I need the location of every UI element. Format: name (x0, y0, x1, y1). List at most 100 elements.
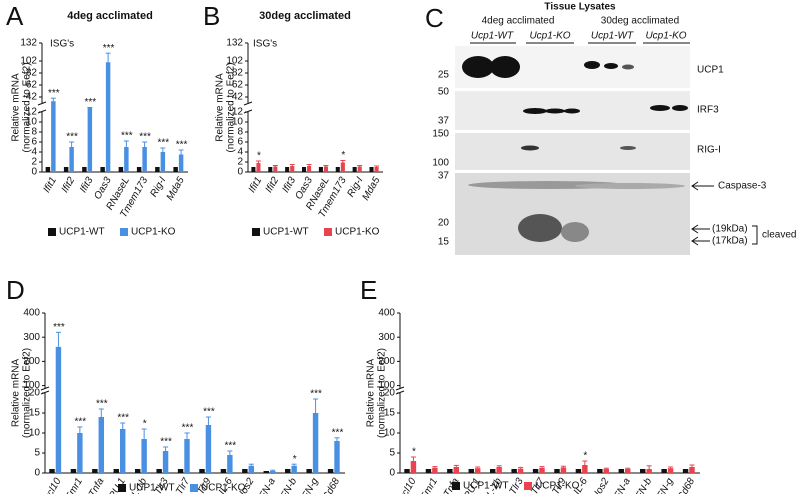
panel-letter: D (6, 275, 25, 305)
bar (302, 167, 307, 172)
x-tick-label: Cd68 (321, 476, 343, 494)
y-tick-label: 2 (31, 157, 37, 168)
lane-label: Ucp1-KO (645, 31, 686, 42)
bar (178, 154, 184, 172)
x-tick-label: Mda5 (165, 175, 187, 203)
mw-label: 37 (438, 116, 450, 127)
bar (70, 469, 77, 473)
legend-swatch (118, 484, 126, 492)
y-tick-label: 132 (20, 38, 37, 49)
group-label: 4deg acclimated (482, 16, 555, 27)
band-label: UCP1 (697, 65, 724, 76)
significance: *** (75, 417, 87, 428)
bar (242, 469, 248, 473)
significance: *** (310, 389, 322, 400)
bar (340, 162, 345, 172)
x-tick-label: Nos2 (590, 476, 611, 494)
bar (374, 167, 379, 172)
legend-label: UCP1-WT (59, 227, 105, 238)
x-tick-label: IFN-a (611, 476, 633, 494)
bar (113, 469, 119, 473)
blot-strip (455, 133, 690, 170)
legend-swatch (452, 482, 460, 490)
panel-letter: C (425, 3, 444, 33)
y-tick-label: 0 (31, 167, 37, 178)
y-tick-label: 42 (232, 92, 244, 103)
panel-letter: A (6, 1, 24, 31)
bar (689, 467, 695, 473)
significance: * (412, 447, 416, 458)
axis-break (243, 101, 253, 106)
bar (334, 441, 340, 473)
x-tick-label: Tlr3 (508, 476, 526, 494)
significance: *** (103, 43, 115, 54)
bar (205, 425, 212, 473)
chart-title: 30deg acclimated (259, 10, 351, 22)
significance: *** (176, 140, 188, 151)
bar (357, 166, 362, 172)
bar (82, 167, 87, 172)
significance: *** (53, 322, 65, 333)
x-tick-label: Tnfa (87, 476, 107, 494)
y-tick-label: 15 (384, 408, 396, 419)
legend-swatch (524, 482, 532, 490)
x-tick-label: Cxcl10 (394, 476, 419, 494)
y-axis-label: Relative mRNA (11, 359, 22, 428)
y-axis-label: (normalized to Eef2) (22, 348, 33, 438)
bar (155, 167, 160, 172)
significance: * (143, 419, 147, 430)
lane-label: Ucp1-WT (591, 31, 634, 42)
bar (453, 467, 459, 473)
bar (248, 465, 254, 473)
significance: *** (225, 441, 237, 452)
significance: *** (85, 97, 97, 108)
bar-chart: A 4deg acclimated ISG's Relative mRNA (norma… (6, 1, 188, 238)
mw-label: 15 (438, 237, 450, 248)
band-label: (17kDa) (712, 236, 748, 247)
bar (156, 469, 162, 473)
y-tick-label: 8 (31, 127, 37, 138)
bar (199, 469, 205, 473)
y-tick-label: 20 (29, 388, 41, 399)
bar (69, 147, 74, 172)
bar (496, 467, 502, 473)
mw-label: 25 (438, 70, 450, 81)
significance: * (293, 454, 297, 465)
significance: *** (160, 437, 172, 448)
y-tick-label: 6 (31, 137, 37, 148)
bar (63, 167, 69, 172)
blot-bands (462, 56, 688, 242)
legend-swatch (48, 228, 56, 236)
mw-label: 150 (432, 129, 449, 140)
x-tick-label: Ifit2 (264, 175, 282, 195)
bar (335, 167, 340, 172)
bar (597, 469, 603, 473)
bar (92, 469, 98, 473)
panel-letter: B (203, 1, 220, 31)
y-tick-label: 0 (389, 468, 395, 479)
bar (490, 469, 496, 473)
annotation: ISG's (253, 39, 277, 50)
y-tick-label: 5 (389, 448, 395, 459)
bar (51, 101, 56, 172)
bar (517, 468, 524, 473)
band-label: Caspase-3 (718, 181, 767, 192)
y-tick-label: 12 (26, 107, 38, 118)
bar (49, 469, 55, 473)
significance: *** (332, 427, 344, 438)
bar (554, 469, 560, 473)
bar (582, 465, 588, 473)
axis-break (395, 386, 405, 391)
bar (323, 166, 328, 172)
bar (475, 468, 481, 473)
y-tick-label: 200 (23, 356, 40, 367)
bar (404, 469, 410, 473)
x-tick-label: Cxcl10 (39, 476, 64, 494)
significance: *** (121, 131, 133, 142)
bar (120, 429, 126, 473)
significance: *** (158, 138, 170, 149)
significance: *** (48, 88, 60, 99)
y-tick-label: 12 (232, 107, 244, 118)
legend-swatch (324, 228, 332, 236)
band-label: cleaved (762, 230, 796, 241)
